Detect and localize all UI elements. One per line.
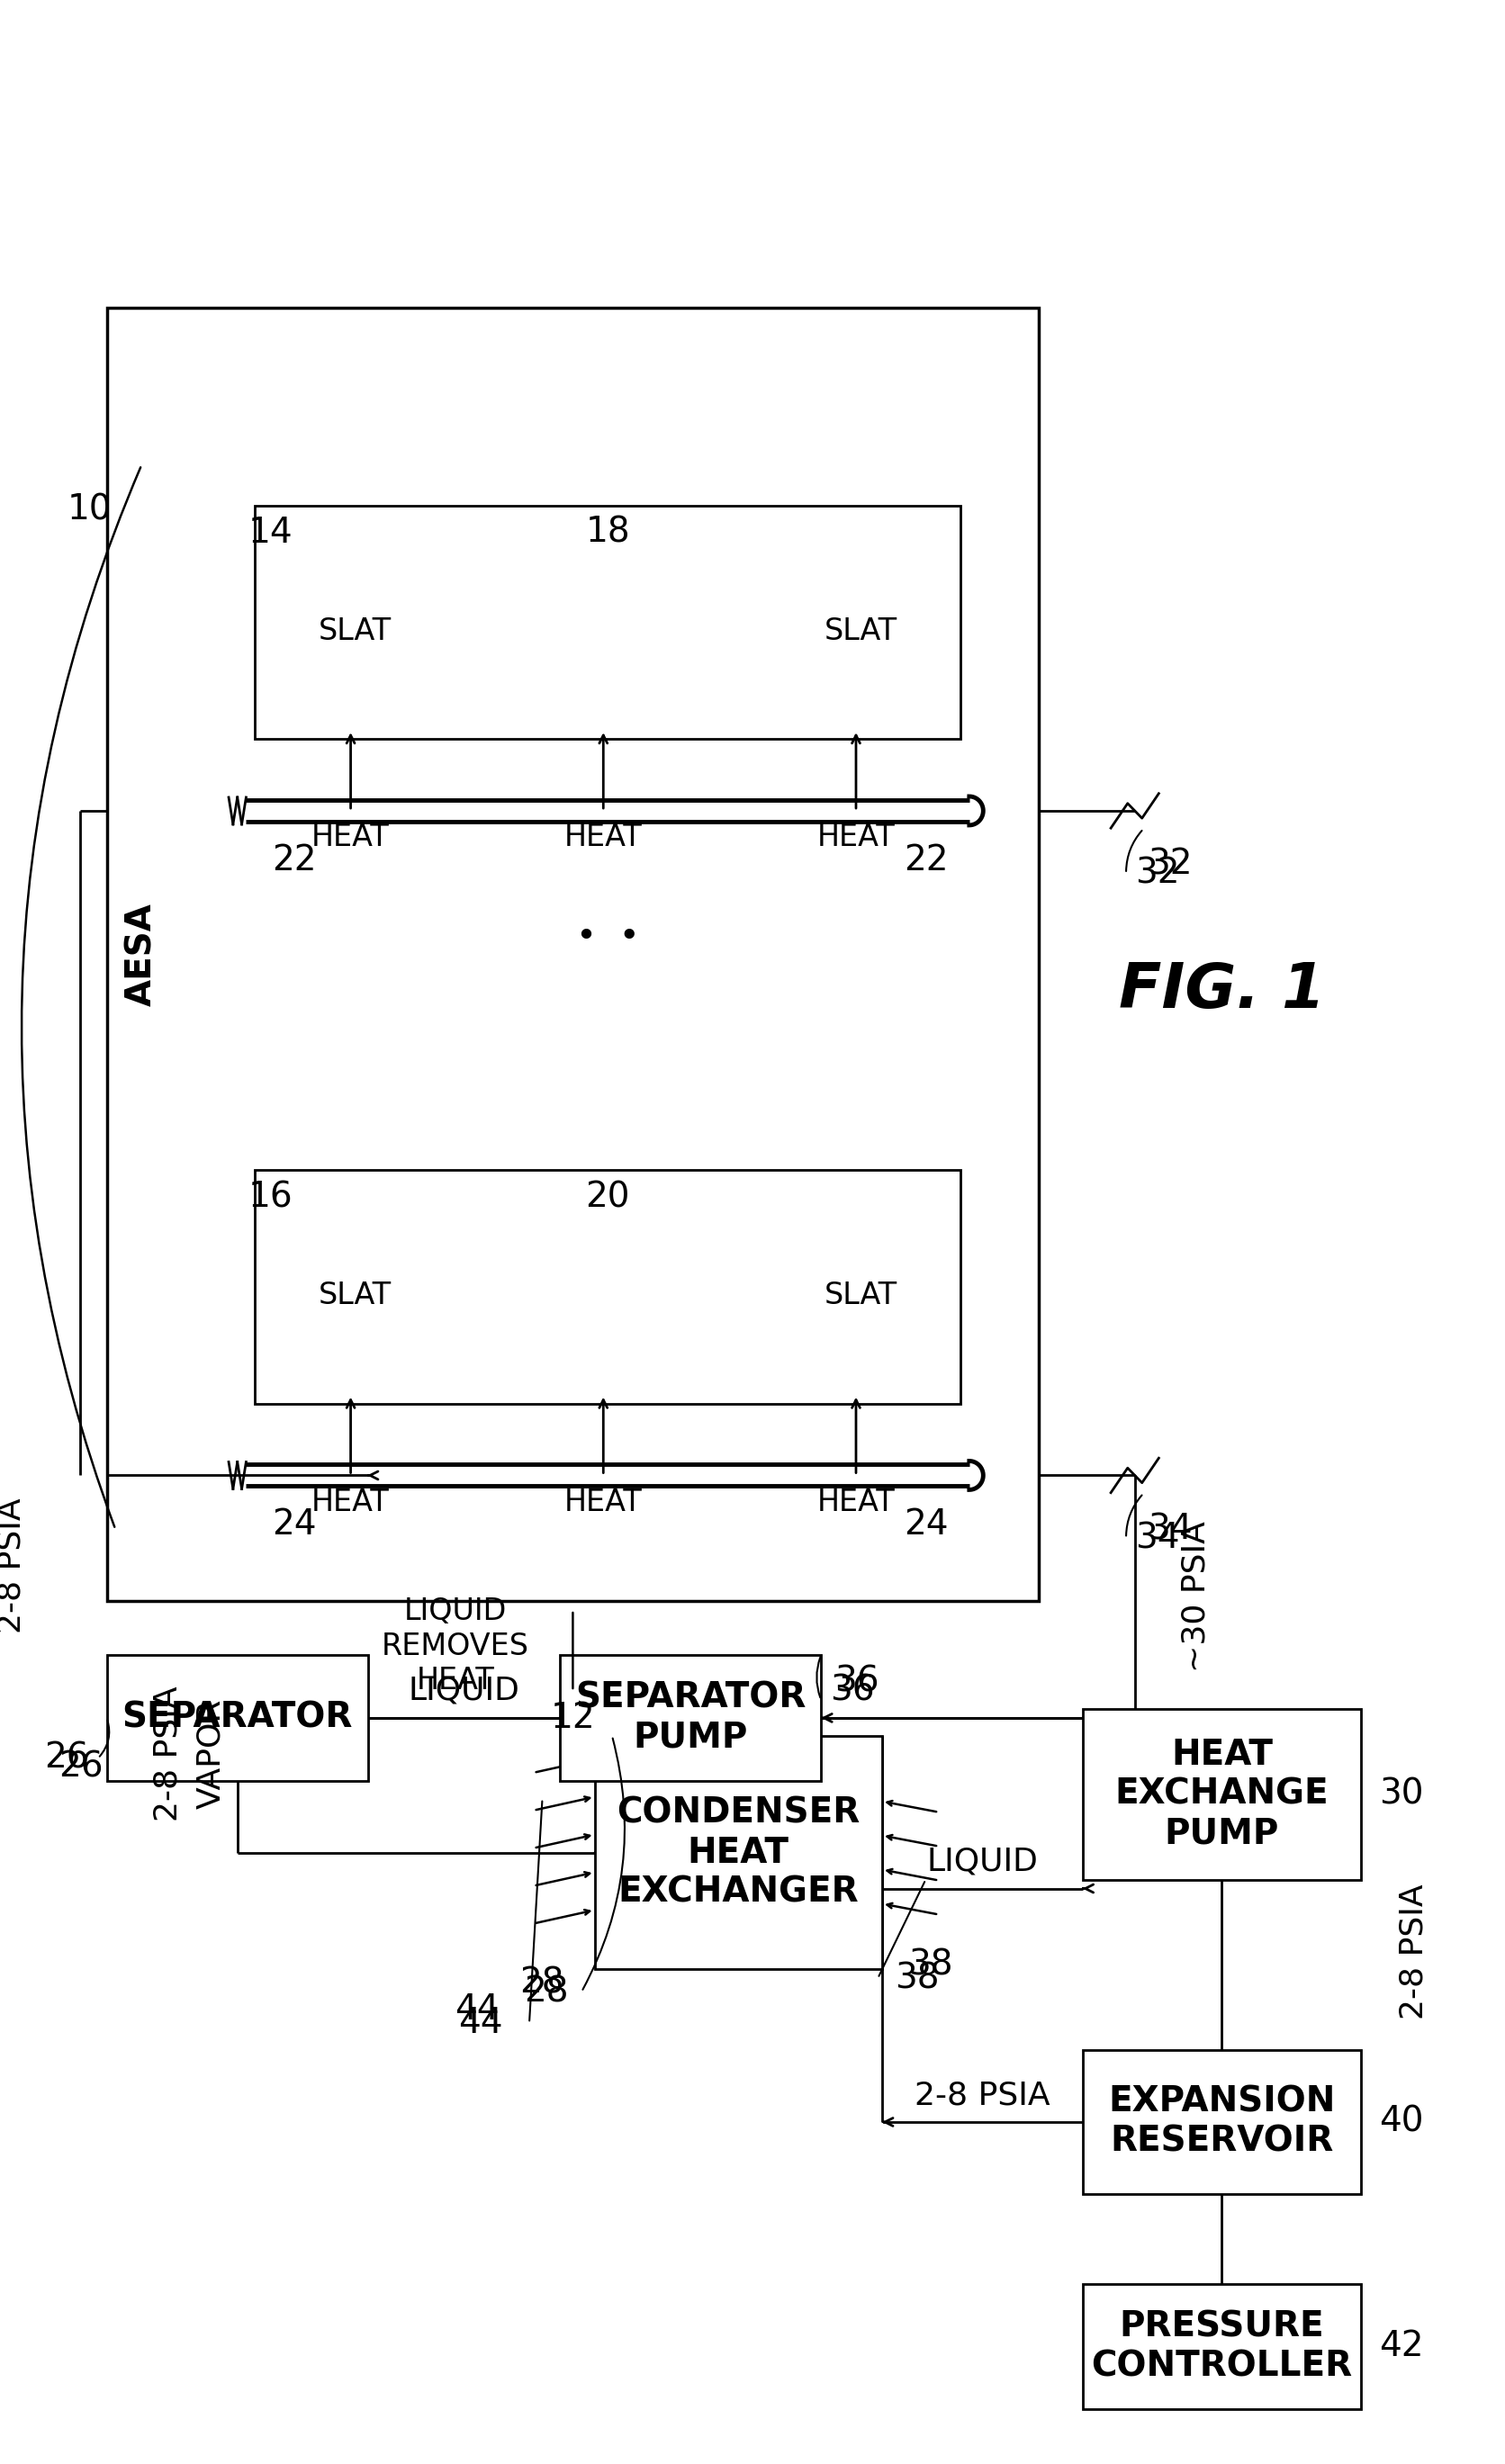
Text: EXPANSION
RESERVOIR: EXPANSION RESERVOIR	[1108, 2085, 1335, 2158]
Text: 36: 36	[829, 1673, 874, 1708]
Text: PRESSURE
CONTROLLER: PRESSURE CONTROLLER	[1091, 2309, 1353, 2383]
Bar	[1082, 1710, 1362, 1880]
Bar	[594, 1735, 882, 1969]
Text: 30: 30	[1379, 1777, 1424, 1811]
Text: 44: 44	[459, 2006, 503, 2040]
Text: VAPOR: VAPOR	[196, 1698, 227, 1809]
Text: 38: 38	[909, 1947, 953, 1981]
Bar	[254, 505, 960, 739]
Text: 2-8 PSIA: 2-8 PSIA	[1398, 1882, 1428, 2018]
Text: 2-8 PSIA: 2-8 PSIA	[915, 2080, 1050, 2109]
Text: 42: 42	[1379, 2328, 1424, 2363]
Text: SEPARATOR: SEPARATOR	[122, 1700, 352, 1735]
Text: SLAT: SLAT	[823, 616, 897, 646]
Bar	[1082, 2050, 1362, 2193]
Text: 40: 40	[1379, 2104, 1424, 2139]
Text: 32: 32	[1148, 848, 1192, 882]
Text: 34: 34	[1148, 1513, 1192, 1547]
Text: •  •: • •	[576, 919, 640, 954]
Text: 12: 12	[551, 1700, 594, 1735]
Text: HEAT: HEAT	[817, 1488, 895, 1518]
Text: 36: 36	[834, 1666, 879, 1700]
Bar	[560, 1656, 822, 1781]
Text: 26: 26	[45, 1742, 89, 1777]
Text: HEAT: HEAT	[817, 823, 895, 853]
Text: HEAT: HEAT	[312, 1488, 390, 1518]
Text: 2-8 PSIA: 2-8 PSIA	[0, 1498, 26, 1634]
Text: 20: 20	[585, 1180, 631, 1215]
Text: 24: 24	[272, 1508, 316, 1542]
Text: LIQUID: LIQUID	[408, 1676, 519, 1705]
Text: SLAT: SLAT	[319, 1281, 391, 1311]
Text: SLAT: SLAT	[319, 616, 391, 646]
Text: 22: 22	[903, 843, 948, 877]
Text: HEAT: HEAT	[564, 823, 643, 853]
Text: 24: 24	[903, 1508, 948, 1542]
Text: HEAT
EXCHANGE
PUMP: HEAT EXCHANGE PUMP	[1115, 1737, 1329, 1850]
Text: SEPARATOR
PUMP: SEPARATOR PUMP	[575, 1680, 805, 1754]
Text: HEAT: HEAT	[312, 823, 390, 853]
Text: 44: 44	[455, 1993, 498, 2028]
Text: 22: 22	[272, 843, 316, 877]
Text: LIQUID
REMOVES
HEAT: LIQUID REMOVES HEAT	[381, 1597, 530, 1695]
Text: 16: 16	[248, 1180, 293, 1215]
Bar	[1082, 2284, 1362, 2410]
Text: 14: 14	[248, 515, 293, 549]
Text: 38: 38	[895, 1961, 939, 1996]
Text: LIQUID: LIQUID	[927, 1846, 1038, 1878]
Text: AESA: AESA	[125, 902, 158, 1005]
Bar	[107, 1656, 369, 1781]
Text: SLAT: SLAT	[823, 1281, 897, 1311]
Text: 34: 34	[1135, 1520, 1180, 1555]
Text: ~30 PSIA: ~30 PSIA	[1180, 1520, 1212, 1673]
Text: 28: 28	[524, 1974, 569, 2008]
Text: 10: 10	[66, 493, 111, 527]
Text: 2-8 PSIA: 2-8 PSIA	[152, 1685, 184, 1821]
Text: CONDENSER
HEAT
EXCHANGER: CONDENSER HEAT EXCHANGER	[617, 1796, 859, 1910]
Bar	[107, 308, 1038, 1602]
Text: FIG. 1: FIG. 1	[1118, 961, 1326, 1020]
Text: 18: 18	[585, 515, 631, 549]
Text: 28: 28	[519, 1966, 564, 2001]
Bar	[254, 1170, 960, 1404]
Text: HEAT: HEAT	[564, 1488, 643, 1518]
Text: 26: 26	[59, 1749, 102, 1784]
Text: 32: 32	[1135, 857, 1180, 892]
